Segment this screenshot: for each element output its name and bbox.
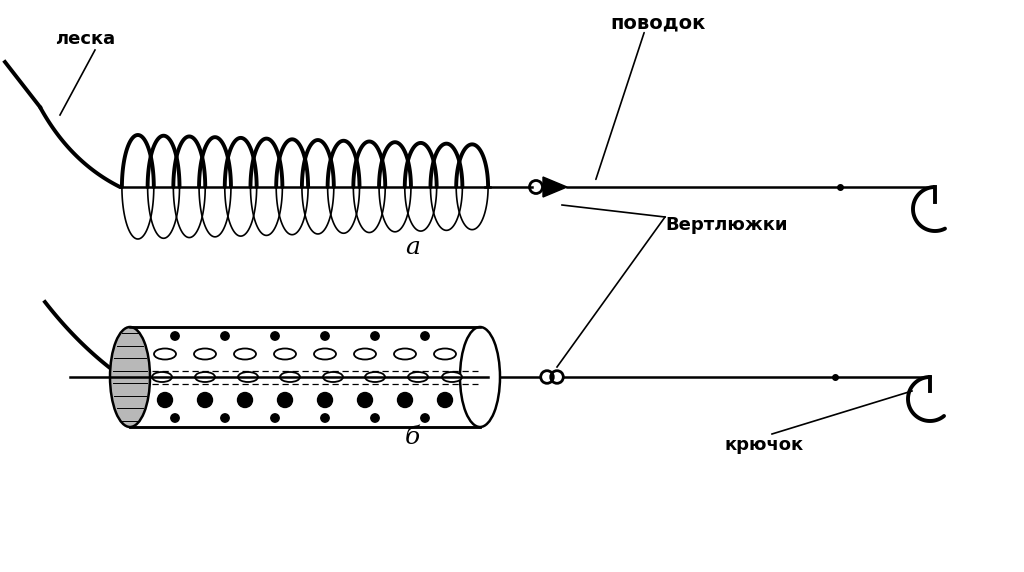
Circle shape <box>238 392 253 407</box>
Polygon shape <box>543 177 567 197</box>
Ellipse shape <box>274 348 296 359</box>
Ellipse shape <box>442 372 462 382</box>
Circle shape <box>371 332 379 340</box>
Ellipse shape <box>234 348 256 359</box>
Circle shape <box>171 414 179 422</box>
Circle shape <box>371 414 379 422</box>
Bar <box>130 327 480 427</box>
Circle shape <box>158 392 172 407</box>
Ellipse shape <box>314 348 336 359</box>
Ellipse shape <box>323 372 343 382</box>
Ellipse shape <box>110 327 150 427</box>
Circle shape <box>421 414 429 422</box>
Ellipse shape <box>154 348 176 359</box>
Circle shape <box>270 332 280 340</box>
Circle shape <box>321 332 329 340</box>
Ellipse shape <box>238 372 258 382</box>
Text: поводок: поводок <box>610 13 706 32</box>
Text: леска: леска <box>55 30 115 48</box>
Circle shape <box>357 392 373 407</box>
Circle shape <box>397 392 413 407</box>
Ellipse shape <box>394 348 416 359</box>
Circle shape <box>278 392 293 407</box>
Ellipse shape <box>354 348 376 359</box>
Circle shape <box>221 332 229 340</box>
Circle shape <box>317 392 333 407</box>
Ellipse shape <box>460 327 500 427</box>
Circle shape <box>437 392 453 407</box>
Circle shape <box>270 414 280 422</box>
Text: крючок: крючок <box>725 436 804 454</box>
Text: Вертлюжки: Вертлюжки <box>665 216 787 234</box>
Circle shape <box>198 392 213 407</box>
Text: а: а <box>406 236 420 259</box>
Ellipse shape <box>408 372 428 382</box>
Circle shape <box>221 414 229 422</box>
Circle shape <box>321 414 329 422</box>
Ellipse shape <box>195 372 215 382</box>
Text: б: б <box>406 426 420 449</box>
Ellipse shape <box>434 348 456 359</box>
Ellipse shape <box>152 372 172 382</box>
Ellipse shape <box>365 372 385 382</box>
Ellipse shape <box>280 372 300 382</box>
Circle shape <box>421 332 429 340</box>
Circle shape <box>171 332 179 340</box>
Ellipse shape <box>194 348 216 359</box>
